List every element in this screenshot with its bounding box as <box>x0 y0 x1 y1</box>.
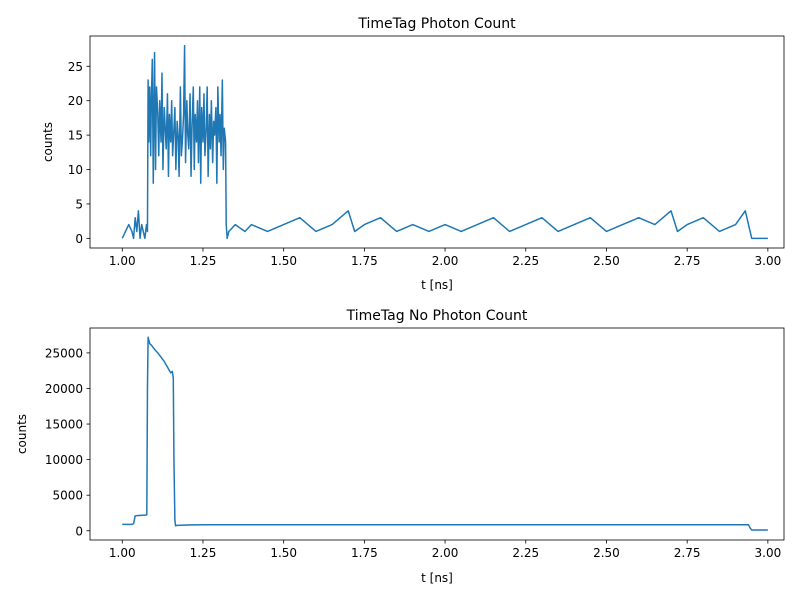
top-subplot: TimeTag Photon Count 1.00 1.25 1.50 1.75 2.0… <box>41 16 785 292</box>
bottom-x-tick-label: 1.00 <box>109 546 136 560</box>
top-y-tick-label: 15 <box>68 129 83 143</box>
top-x-tick-label: 2.25 <box>512 254 539 268</box>
bottom-x-tick-label: 1.75 <box>351 546 378 560</box>
top-x-tick-label: 1.25 <box>190 254 217 268</box>
top-y-tick-label: 25 <box>68 60 83 74</box>
top-plot-frame <box>89 35 785 249</box>
bottom-x-tick-label: 2.75 <box>674 546 701 560</box>
top-y-tick-label: 5 <box>75 197 83 211</box>
bottom-axis-ticks: 1.00 1.25 1.50 1.75 2.00 2.25 2.50 2.75 3.00 0 500… <box>45 346 781 560</box>
top-y-tick-label: 0 <box>75 232 83 246</box>
top-x-tick-label: 1.75 <box>351 254 378 268</box>
bottom-chart-title: TimeTag No Photon Count <box>346 308 528 324</box>
top-x-tick-label: 3.00 <box>755 254 782 268</box>
top-x-tick-label: 2.75 <box>674 254 701 268</box>
bottom-x-tick-label: 2.00 <box>432 546 459 560</box>
top-y-tick-label: 10 <box>68 163 83 177</box>
top-y-tick-label: 20 <box>68 94 83 108</box>
bottom-y-tick-label: 25000 <box>45 346 83 360</box>
bottom-x-tick-label: 2.50 <box>593 546 620 560</box>
top-chart-title: TimeTag Photon Count <box>357 16 516 32</box>
bottom-x-tick-label: 3.00 <box>755 546 782 560</box>
bottom-y-tick-label: 20000 <box>45 382 83 396</box>
top-x-tick-label: 2.50 <box>593 254 620 268</box>
bottom-x-axis-label: t [ns] <box>421 571 453 585</box>
bottom-y-tick-label: 10000 <box>45 453 83 467</box>
top-x-axis-label: t [ns] <box>421 278 453 292</box>
top-y-axis-label: counts <box>41 122 55 162</box>
bottom-y-tick-label: 0 <box>75 524 83 538</box>
top-x-tick-label: 1.00 <box>109 254 136 268</box>
bottom-x-tick-label: 1.25 <box>190 546 217 560</box>
bottom-x-tick-label: 2.25 <box>512 546 539 560</box>
bottom-x-tick-label: 1.50 <box>270 546 297 560</box>
top-axis-ticks: 1.00 1.25 1.50 1.75 2.00 2.25 2.50 2.75 3.00 0 5 10… <box>68 60 782 268</box>
top-data-line <box>121 44 768 240</box>
bottom-plot-frame <box>89 327 785 541</box>
top-x-tick-label: 1.50 <box>270 254 297 268</box>
bottom-y-tick-label: 15000 <box>45 418 83 432</box>
bottom-subplot: TimeTag No Photon Count 1.00 1.25 1.50 1.75… <box>15 308 785 585</box>
bottom-y-tick-label: 5000 <box>52 489 83 503</box>
bottom-data-line <box>122 336 768 531</box>
top-x-tick-label: 2.00 <box>432 254 459 268</box>
bottom-y-axis-label: counts <box>15 414 29 454</box>
